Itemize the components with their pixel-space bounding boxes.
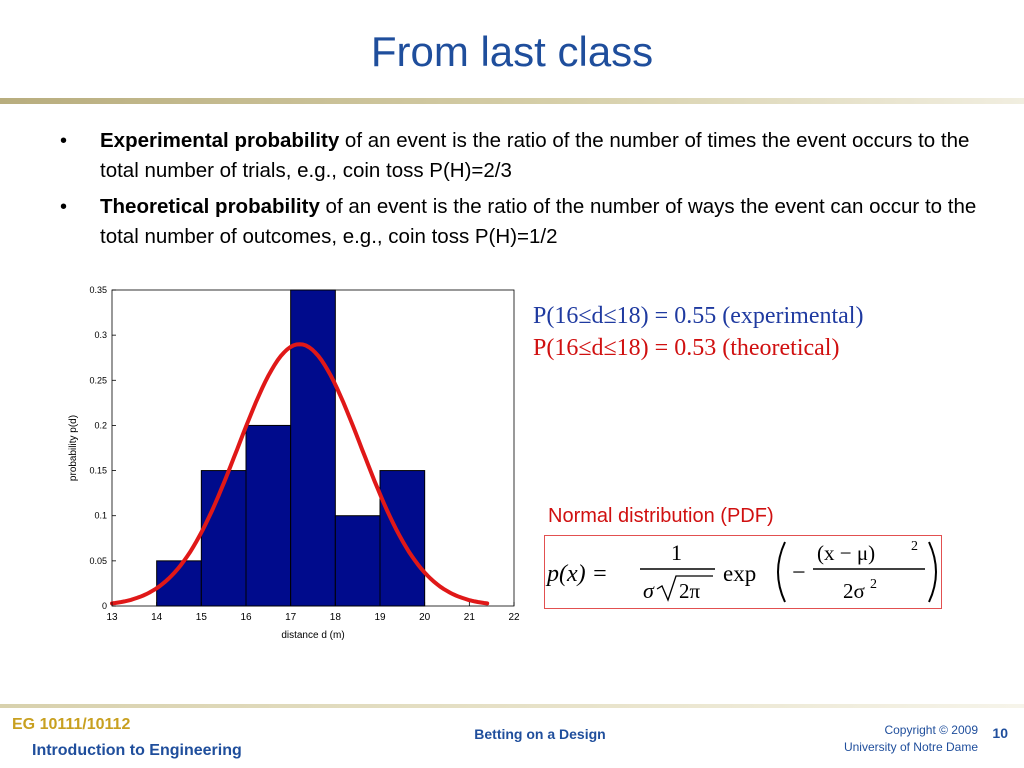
slide-title: From last class — [370, 28, 654, 75]
x-tick-label: 22 — [508, 612, 520, 623]
page-number: 10 — [992, 725, 1008, 741]
formula-left-paren — [777, 541, 786, 603]
formula-radicand: 2π — [679, 579, 701, 603]
title-divider — [0, 98, 1024, 104]
formula-inner-denominator-power: 2 — [870, 577, 877, 592]
y-tick-label: 0.15 — [89, 466, 107, 476]
footer-course-name: Introduction to Engineering — [32, 742, 242, 759]
formula-right-paren — [928, 541, 937, 603]
footer-course-code: EG 10111/10112 — [12, 716, 131, 733]
formula-numerator: 1 — [671, 540, 682, 565]
formula-exp: exp — [723, 561, 756, 586]
y-tick-label: 0.05 — [89, 556, 107, 566]
formula-graphic: p(x) = 1 σ 2π exp − (x − μ) 2 2σ 2 — [545, 539, 937, 603]
histogram-bar-4 — [334, 515, 381, 607]
x-tick-label: 14 — [151, 612, 163, 623]
x-tick-label: 17 — [285, 612, 297, 623]
bullet-experimental-term: Experimental probability — [100, 129, 340, 152]
x-tick-label: 16 — [240, 612, 252, 623]
formula-sqrt-sign — [656, 575, 713, 602]
x-tick-label: 19 — [374, 612, 386, 623]
footer-divider — [0, 704, 1024, 708]
formula-minus: − — [792, 560, 806, 586]
x-tick-label: 20 — [419, 612, 431, 623]
formula-lhs: p(x) = — [545, 561, 608, 587]
x-tick-label: 18 — [330, 612, 342, 623]
bullet-experimental-text: of an event is the ratio of the number o… — [100, 129, 970, 182]
normal-distribution-label: Normal distribution (PDF) — [548, 505, 774, 527]
histogram-bar-1 — [200, 470, 247, 607]
formula-inner-denominator: 2σ — [843, 579, 865, 603]
bullet-theoretical-text: of an event is the ratio of the number o… — [100, 195, 977, 248]
footer-university: University of Notre Dame — [843, 740, 978, 754]
y-axis-label: probability p(d) — [68, 415, 79, 481]
bullet-theoretical: • Theoretical probability of an event is… — [60, 192, 990, 252]
histogram-chart: 13 14 15 16 17 18 19 20 21 22 0 0.05 0.1 0.15 0.2 0.25… — [68, 285, 520, 641]
y-tick-label: 0.25 — [89, 375, 107, 385]
x-tick-label: 13 — [106, 612, 118, 623]
normal-pdf-formula: p(x) = 1 σ 2π exp − (x − μ) 2 2σ 2 — [544, 535, 942, 609]
histogram-bar-2 — [245, 424, 292, 607]
normal-curve — [110, 342, 490, 606]
y-tick-label: 0.35 — [89, 285, 107, 295]
prob-experimental: P(16≤d≤18) = 0.55 (experimental) — [533, 303, 864, 329]
y-tick-label: 0.1 — [94, 511, 107, 521]
formula-inner-numerator: (x − μ) — [817, 541, 875, 565]
bullet-symbol: • — [60, 130, 68, 152]
y-tick-label: 0.3 — [94, 330, 107, 340]
x-tick-label: 15 — [196, 612, 208, 623]
y-tick-label: 0 — [102, 601, 107, 611]
formula-inner-numerator-power: 2 — [911, 539, 918, 554]
footer-copyright: Copyright © 2009 — [884, 723, 978, 737]
probability-results: P(16≤d≤18) = 0.55 (experimental) P(16≤d≤… — [533, 300, 863, 364]
footer-lecture-title: Betting on a Design — [474, 726, 606, 742]
histogram-bar-3 — [290, 289, 336, 607]
x-tick-label: 21 — [464, 612, 476, 623]
bullet-list: • Experimental probability of an event i… — [60, 126, 990, 258]
x-axis-label: distance d (m) — [281, 630, 344, 641]
formula-sigma: σ — [643, 578, 655, 603]
bullet-experimental: • Experimental probability of an event i… — [60, 126, 990, 186]
prob-theoretical: P(16≤d≤18) = 0.53 (theoretical) — [533, 335, 840, 361]
y-tick-label: 0.2 — [94, 420, 107, 430]
bullet-theoretical-term: Theoretical probability — [100, 195, 320, 218]
bullet-symbol: • — [60, 196, 68, 218]
